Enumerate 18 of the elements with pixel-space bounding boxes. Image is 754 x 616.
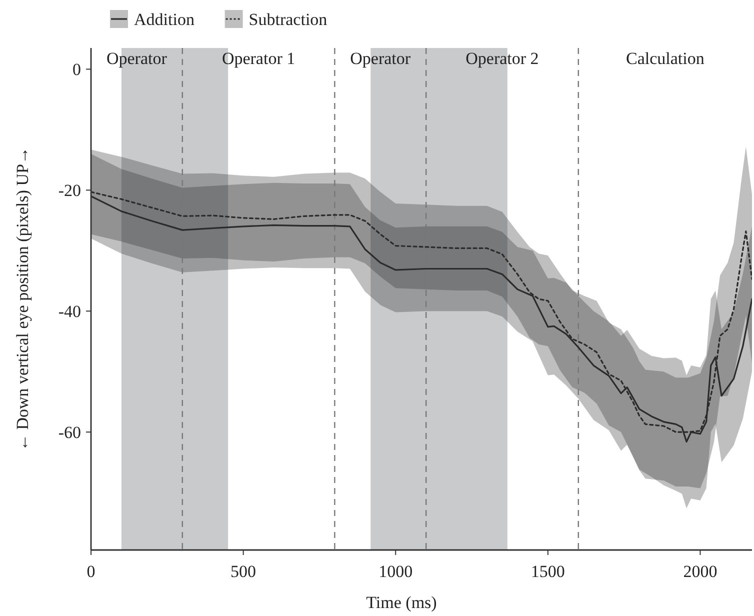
annotation: Operator 1 (222, 48, 296, 68)
x-tick-label: 500 (230, 562, 256, 581)
annotation: Calculation (626, 48, 705, 68)
annotation: Operator (350, 48, 411, 68)
annotation: Operator (106, 48, 168, 68)
y-tick-label: -40 (58, 302, 81, 322)
y-tick-label: -60 (58, 423, 81, 442)
x-tick-label: 2000 (683, 562, 718, 581)
y-tick-label: -20 (58, 181, 81, 200)
legend-label: Addition (134, 10, 195, 29)
legend-label: Subtraction (248, 10, 328, 29)
annotation: Operator 2 (466, 48, 539, 68)
y-axis-title: ← Down vertical eye position (pixels) UP→ (12, 146, 32, 452)
y-tick-label: 0 (72, 60, 81, 80)
x-tick-label: 1500 (530, 562, 565, 581)
x-tick-label: 1000 (378, 562, 413, 581)
x-tick-label: 0 (86, 562, 96, 581)
x-axis-title: Time (ms) (366, 593, 437, 612)
